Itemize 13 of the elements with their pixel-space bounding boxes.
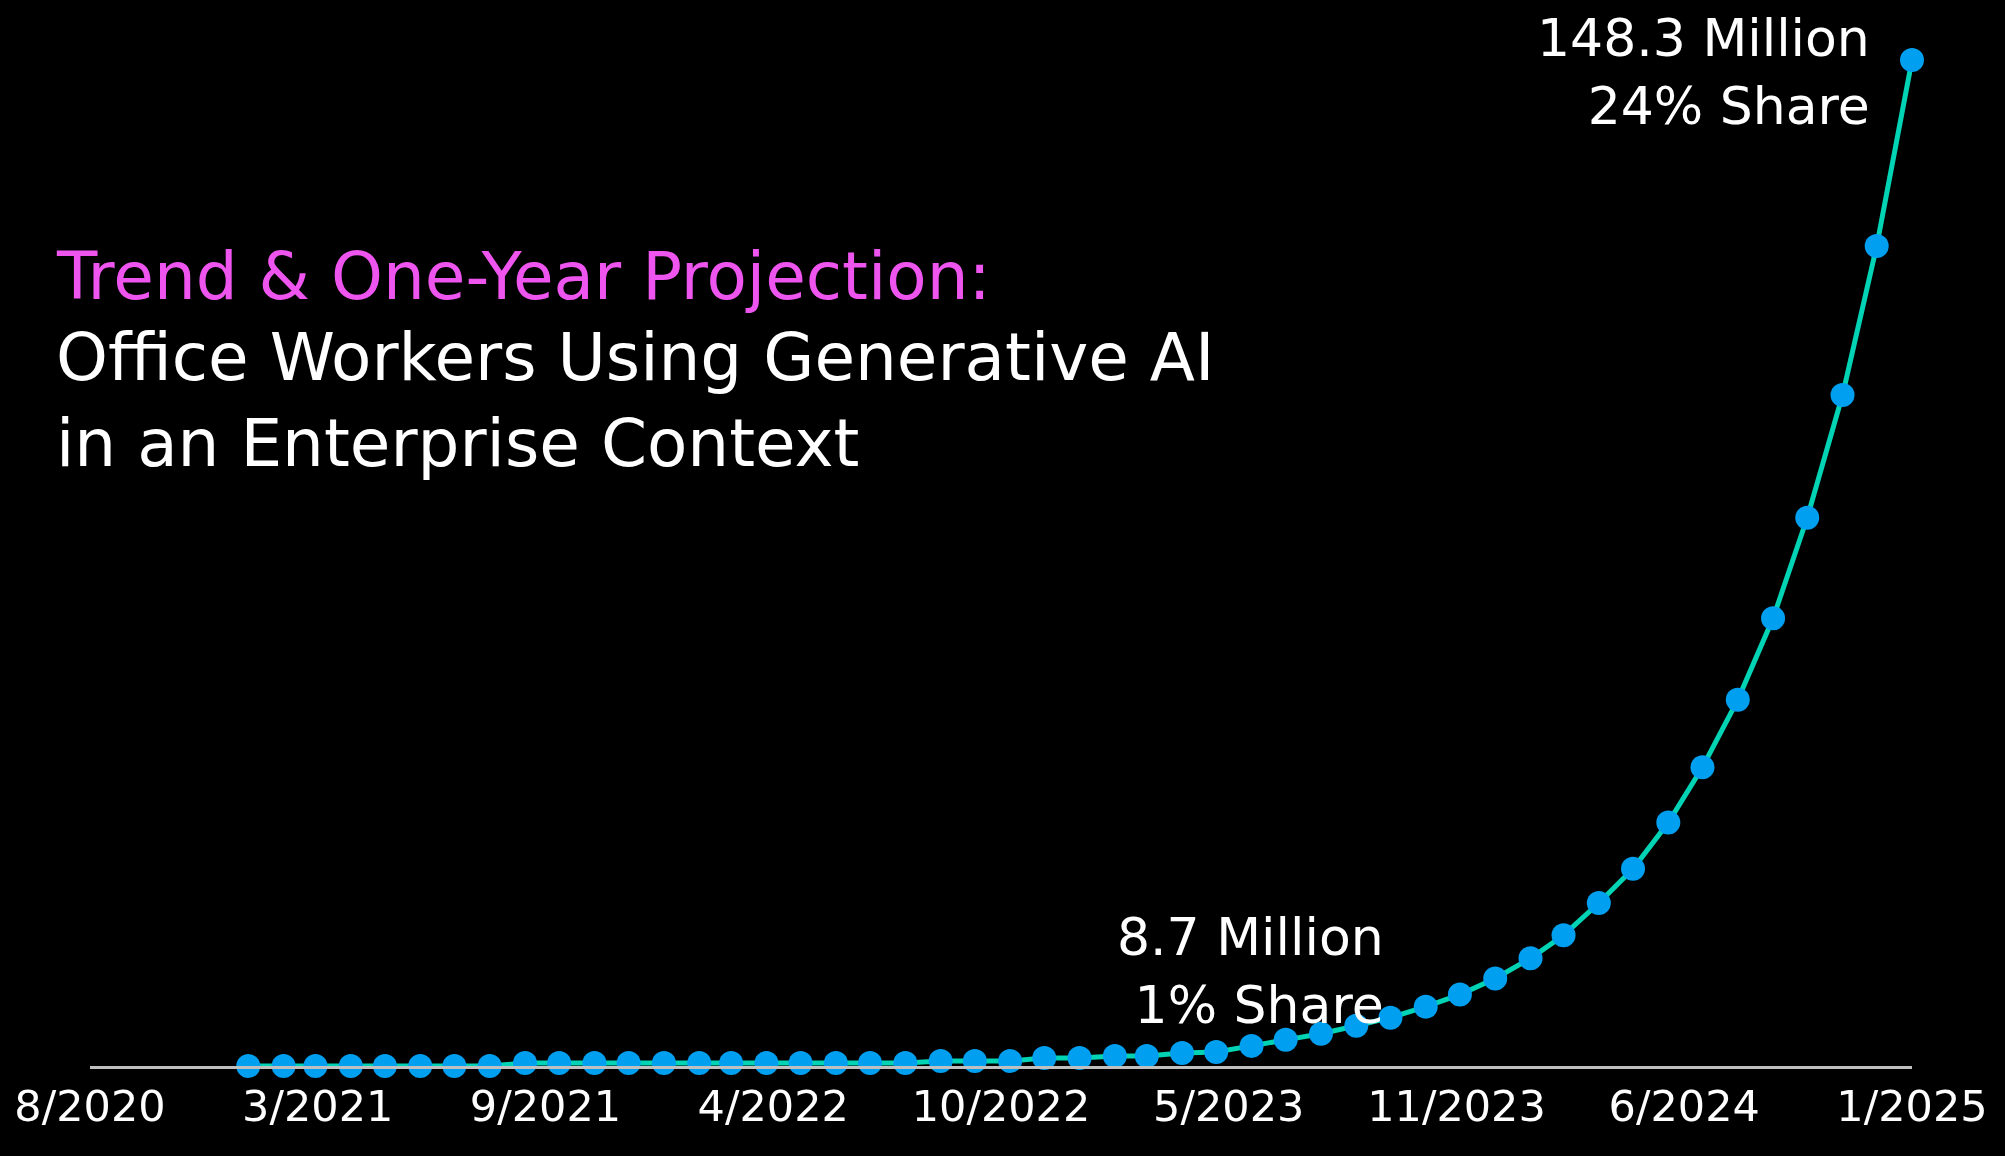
text: Trend & One-Year Projection: bbox=[56, 238, 991, 315]
x-tick-label: 10/2022 bbox=[911, 1080, 1091, 1131]
text: Office Workers Using Generative AI in an Enterprise Context bbox=[56, 319, 1215, 482]
annotation: 148.3 Million 24% Share bbox=[1537, 8, 1870, 136]
x-tick-label: 8/2020 bbox=[14, 1080, 166, 1131]
x-tick-label: 9/2021 bbox=[469, 1080, 622, 1131]
x-tick-label: 5/2023 bbox=[1153, 1080, 1305, 1131]
x-tick-label: 1/2025 bbox=[1836, 1080, 1988, 1131]
x-tick-label: 6/2024 bbox=[1608, 1080, 1760, 1131]
x-tick-label: 4/2022 bbox=[697, 1080, 849, 1131]
x-tick-label: 3/2021 bbox=[242, 1080, 394, 1131]
annotation: 8.7 Million 1% Share bbox=[1117, 907, 1384, 1035]
x-tick-label: 11/2023 bbox=[1367, 1080, 1546, 1131]
